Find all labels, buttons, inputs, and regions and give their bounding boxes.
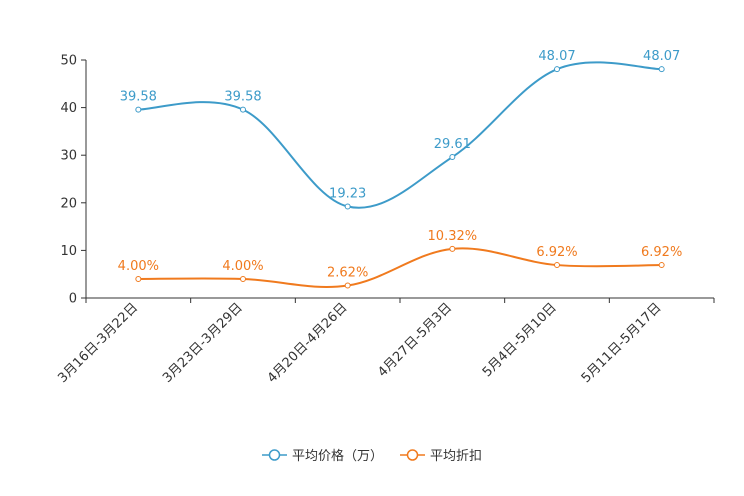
legend-label: 平均价格（万） <box>292 448 383 464</box>
data-label: 4.00% <box>222 259 263 274</box>
legend[interactable]: 平均价格（万） 平均折扣 <box>262 448 482 464</box>
series-line-1[interactable] <box>138 61 662 209</box>
data-label: 19.23 <box>329 186 366 201</box>
x-tick-label: 3月23日-3月29日 <box>160 300 246 386</box>
data-point[interactable] <box>554 262 560 269</box>
data-point[interactable] <box>240 106 246 113</box>
y-tick-label: 30 <box>60 149 77 164</box>
data-point[interactable] <box>344 203 351 210</box>
data-label: 10.32% <box>428 229 478 244</box>
y-tick-label: 10 <box>60 244 77 259</box>
x-tick-label: 5月11日-5月17日 <box>579 300 665 386</box>
data-point[interactable] <box>449 154 456 161</box>
data-label: 6.92% <box>641 245 682 260</box>
data-label: 39.58 <box>224 90 261 105</box>
series-layer <box>135 61 665 289</box>
x-tick-label: 4月27日-5月3日 <box>375 300 455 380</box>
series-line-2[interactable] <box>138 247 662 288</box>
legend-label: 平均折扣 <box>430 449 482 464</box>
data-point[interactable] <box>240 275 246 282</box>
data-point[interactable] <box>344 282 351 289</box>
data-label: 48.07 <box>538 49 575 64</box>
legend-swatch-marker <box>268 449 281 461</box>
y-tick-label: 50 <box>60 54 77 69</box>
data-point[interactable] <box>658 262 665 269</box>
x-tick-label: 5月4日-5月10日 <box>480 300 560 380</box>
x-tick-label: 4月20日-4月26日 <box>265 300 351 386</box>
data-point[interactable] <box>554 66 560 73</box>
data-label: 29.61 <box>434 137 471 152</box>
data-label: 48.07 <box>643 49 680 64</box>
data-label: 6.92% <box>536 245 577 260</box>
legend-item-1[interactable]: 平均价格（万） <box>262 448 383 464</box>
data-label: 39.58 <box>120 90 157 105</box>
y-tick-label: 40 <box>60 101 77 116</box>
data-labels: 39.58 39.58 19.23 29.61 48.07 48.07 4.00% 4.00%… <box>118 49 683 280</box>
y-tick-label: 0 <box>69 292 77 307</box>
x-tick-label: 3月16日-3月22日 <box>55 300 141 386</box>
data-label: 2.62% <box>327 266 368 281</box>
data-point[interactable] <box>449 245 456 252</box>
data-point[interactable] <box>658 66 665 73</box>
data-point[interactable] <box>135 275 142 282</box>
data-point[interactable] <box>135 106 142 113</box>
y-tick-label: 20 <box>60 196 77 211</box>
legend-item-2[interactable]: 平均折扣 <box>400 449 482 464</box>
data-label: 4.00% <box>118 259 159 274</box>
legend-swatch-marker <box>406 449 419 461</box>
